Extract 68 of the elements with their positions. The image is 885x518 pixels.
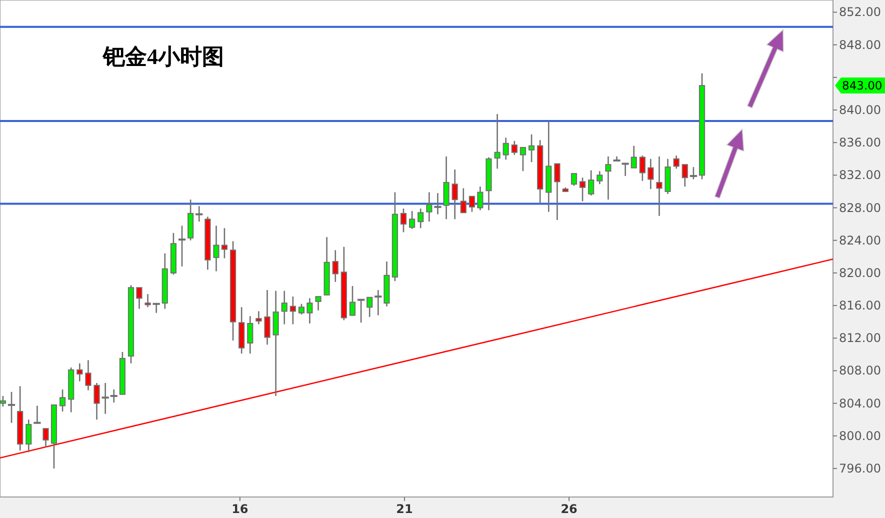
candlestick [76, 362, 83, 382]
candlestick [605, 156, 612, 200]
candlestick [648, 158, 654, 190]
candlestick [272, 290, 279, 397]
candlestick [221, 227, 228, 259]
candlestick [477, 186, 484, 211]
candlestick [298, 303, 305, 316]
candlestick [315, 296, 322, 312]
candlestick [306, 298, 313, 324]
candlestick [682, 164, 688, 188]
candlestick [409, 210, 416, 230]
candlestick [528, 134, 535, 163]
candlestick [639, 154, 646, 182]
y-tick-label: 800.00 [839, 428, 881, 443]
y-tick-label: 808.00 [839, 364, 881, 378]
candlestick [247, 315, 254, 354]
x-tick-label: 26 [560, 502, 578, 516]
y-tick-label: 836.00 [839, 136, 881, 150]
candlestick [520, 146, 526, 172]
y-tick-label: 832.00 [839, 168, 881, 182]
candlestick [332, 249, 338, 283]
candlestick [366, 296, 373, 318]
y-tick-label: 816.00 [839, 298, 881, 313]
candlestick [59, 388, 66, 412]
candlestick [468, 196, 476, 212]
candlestick [570, 172, 578, 186]
candlestick [349, 285, 356, 316]
candlestick [256, 310, 262, 325]
candlestick [460, 188, 466, 214]
y-tick-label: 820.00 [839, 266, 881, 280]
candlestick [42, 428, 49, 448]
y-tick-label: 824.00 [839, 233, 881, 248]
candlestick [452, 168, 458, 220]
x-tick-label: 21 [396, 502, 413, 516]
candlestick [494, 113, 500, 170]
candlestick [511, 140, 518, 156]
candlestick [588, 170, 594, 196]
candlestick [264, 289, 270, 346]
candlestick [443, 156, 450, 220]
candlestick [290, 296, 296, 325]
y-tick-label: 828.00 [839, 200, 881, 215]
text: 843.00 [842, 78, 882, 93]
candlestick [213, 225, 220, 272]
y-tick-label: 804.00 [839, 396, 881, 410]
candlestick [418, 208, 424, 229]
candlestick [502, 137, 509, 160]
y-tick-label: 848.00 [839, 38, 881, 52]
y-tick-label: 812.00 [839, 331, 881, 346]
y-tick-label: 840.00 [839, 102, 881, 117]
candlestick [144, 293, 151, 308]
candlestick [281, 290, 288, 325]
y-tick-label: 852.00 [839, 5, 881, 20]
candlestick [579, 176, 586, 202]
candlestick [426, 192, 432, 222]
text: 钯金4小时图 [102, 44, 224, 69]
candlestick [0, 395, 6, 408]
candlestick [136, 286, 142, 310]
x-tick-label: 16 [232, 502, 248, 516]
candlestick [400, 208, 407, 233]
candlestick [673, 154, 680, 170]
candlestick [596, 170, 603, 185]
candlestick [630, 145, 637, 168]
candlestick [26, 418, 32, 453]
candlestick [85, 359, 92, 391]
candlestick [94, 382, 100, 420]
candlestick [656, 156, 662, 217]
y-tick-label: 796.00 [839, 461, 881, 476]
candlestick [554, 163, 560, 221]
